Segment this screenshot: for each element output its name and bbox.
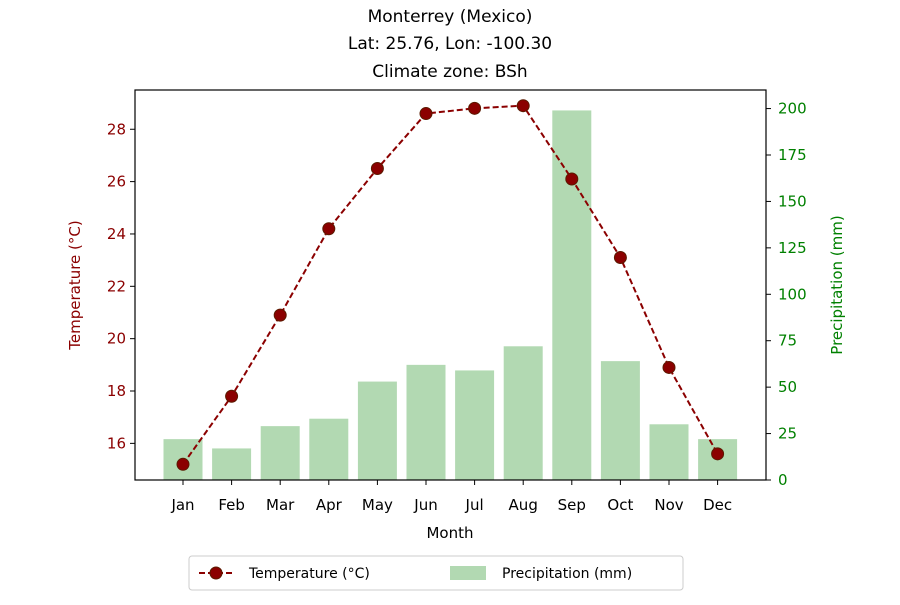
temperature-point-mar <box>273 308 287 322</box>
precipitation-bar-oct <box>600 361 640 480</box>
left-y-tick-label: 18 <box>107 382 126 400</box>
temperature-point-oct <box>613 251 627 265</box>
precipitation-bar-nov <box>649 424 689 480</box>
temperature-line <box>176 99 725 471</box>
x-axis: Jan Feb Mar Apr May Jun Jul Aug Sep Oct Nov Dec <box>170 480 732 514</box>
temperature-point-dec <box>711 447 725 461</box>
left-y-tick-label: 20 <box>107 330 126 348</box>
x-axis-label: Month <box>426 524 473 542</box>
x-tick-label-jul: Jul <box>465 496 484 514</box>
legend-temperature-label: Temperature (°C) <box>248 566 370 582</box>
left-y-tick-label: 26 <box>107 173 126 191</box>
temperature-line-path <box>182 104 719 465</box>
temperature-point-jul <box>468 101 482 115</box>
x-tick-label-sep: Sep <box>558 496 586 514</box>
right-y-tick-label: 25 <box>778 425 797 443</box>
right-y-tick-label: 200 <box>778 100 807 118</box>
right-y-tick-label: 175 <box>778 146 807 164</box>
right-y-tick-label: 100 <box>778 285 807 303</box>
chart-title: Monterrey (Mexico) Lat: 25.76, Lon: -100… <box>348 7 552 82</box>
x-tick-label-aug: Aug <box>509 496 538 514</box>
legend: Temperature (°C) Precipitation (mm) <box>188 555 684 591</box>
x-tick-label-feb: Feb <box>218 496 245 514</box>
left-y-tick-label: 28 <box>107 120 126 138</box>
temperature-point-nov <box>662 360 676 374</box>
legend-frame <box>188 555 684 591</box>
x-tick-label-jan: Jan <box>170 496 194 514</box>
left-y-axis: 16 18 20 22 24 26 28 <box>107 120 135 452</box>
x-tick-label-oct: Oct <box>607 496 633 514</box>
chart-title-line-3: Climate zone: BSh <box>372 62 527 82</box>
plot-frame <box>134 89 767 481</box>
precipitation-bar-apr <box>309 418 349 480</box>
x-tick-label-apr: Apr <box>316 496 343 514</box>
x-tick-label-mar: Mar <box>266 496 295 514</box>
temperature-point-jan <box>176 457 190 471</box>
precipitation-bar-feb <box>212 448 252 480</box>
precipitation-bar-jul <box>455 370 495 480</box>
legend-temperature-marker <box>209 566 223 580</box>
temperature-point-apr <box>322 222 336 236</box>
temperature-point-sep <box>565 172 579 186</box>
right-y-tick-label: 125 <box>778 239 807 257</box>
left-y-tick-label: 16 <box>107 434 126 452</box>
temperature-point-jun <box>419 107 433 121</box>
precipitation-bar-mar <box>260 426 300 480</box>
precipitation-bars <box>163 110 738 481</box>
precipitation-bar-aug <box>503 346 543 480</box>
temperature-point-feb <box>225 389 239 403</box>
right-y-axis-label: Precipitation (mm) <box>828 215 846 354</box>
right-y-tick-label: 150 <box>778 192 807 210</box>
x-tick-label-may: May <box>362 496 393 514</box>
x-tick-label-jun: Jun <box>413 496 437 514</box>
left-y-tick-label: 24 <box>107 225 126 243</box>
legend-precipitation-swatch <box>450 566 486 580</box>
legend-precipitation-label: Precipitation (mm) <box>502 566 632 582</box>
left-y-axis-label: Temperature (°C) <box>66 220 84 350</box>
temperature-point-may <box>370 162 384 176</box>
right-y-tick-label: 50 <box>778 378 797 396</box>
temperature-point-aug <box>516 99 530 113</box>
chart-title-line-2: Lat: 25.76, Lon: -100.30 <box>348 34 552 54</box>
right-y-tick-label: 75 <box>778 332 797 350</box>
x-tick-label-dec: Dec <box>703 496 732 514</box>
precipitation-bar-jun <box>406 364 446 480</box>
precipitation-bar-may <box>357 381 397 480</box>
right-y-axis: 0 25 50 75 100 125 150 175 200 <box>766 100 807 489</box>
right-y-tick-label: 0 <box>778 471 788 489</box>
chart-title-line-1: Monterrey (Mexico) <box>368 7 533 27</box>
left-y-tick-label: 22 <box>107 277 126 295</box>
x-tick-label-nov: Nov <box>654 496 683 514</box>
precipitation-bar-sep <box>552 110 592 481</box>
